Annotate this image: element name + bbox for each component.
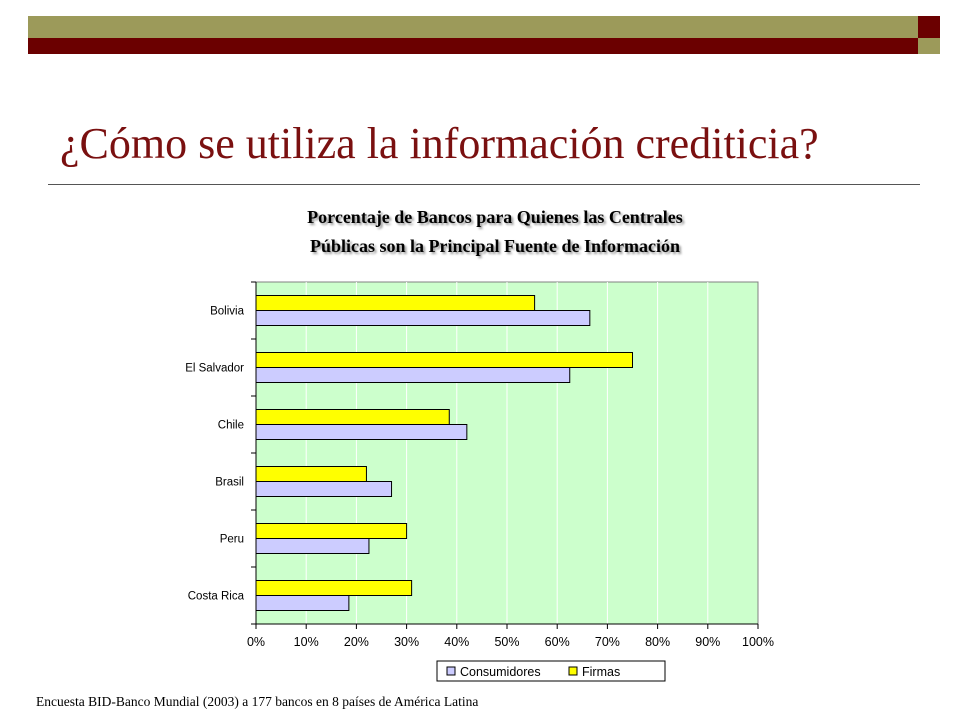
bar-firmas-chile: [255, 409, 450, 425]
category-label: Brasil: [215, 477, 244, 489]
bar-firmas-brasil: [255, 466, 367, 482]
x-tick-label: 60%: [545, 635, 570, 649]
x-tick-label: 50%: [494, 635, 519, 649]
x-tick-label: 0%: [247, 635, 265, 649]
slide-title: ¿Cómo se utiliza la información creditic…: [60, 119, 819, 168]
bar-consumidores-brasil: [255, 481, 393, 497]
bar-consumidores-peru: [255, 538, 370, 554]
title-divider: [48, 184, 920, 185]
bar-consumidores-bolivia: [255, 310, 591, 326]
bar-firmas-costa-rica: [255, 580, 413, 596]
x-tick-label: 30%: [394, 635, 419, 649]
corner-square-maroon: [918, 16, 940, 38]
bar-firmas-peru: [255, 523, 408, 539]
bar-firmas-bolivia: [255, 295, 536, 311]
x-tick-label: 100%: [742, 635, 774, 649]
x-tick-label: 40%: [444, 635, 469, 649]
legend-label-firmas: Firmas: [582, 665, 620, 679]
bar-consumidores-el-salvador: [255, 367, 571, 383]
x-tick-label: 90%: [695, 635, 720, 649]
legend-swatch-firmas: [568, 666, 578, 676]
x-tick-label: 20%: [344, 635, 369, 649]
x-tick-label: 80%: [645, 635, 670, 649]
x-tick-label: 70%: [595, 635, 620, 649]
legend-swatch-consumidores: [446, 666, 456, 676]
category-label: El Salvador: [185, 363, 244, 375]
bar-consumidores-costa-rica: [255, 595, 350, 611]
chart-title-line-1: Porcentaje de Bancos para Quienes las Ce…: [307, 207, 683, 227]
category-label: Peru: [220, 534, 244, 546]
category-label: Chile: [218, 420, 244, 432]
source-footnote: Encuesta BID-Banco Mundial (2003) a 177 …: [36, 694, 479, 709]
top-band-maroon: [28, 38, 918, 54]
legend-box: [436, 660, 666, 682]
bar-firmas-el-salvador: [255, 352, 633, 368]
top-band-olive: [28, 16, 918, 38]
category-label: Costa Rica: [188, 591, 245, 603]
corner-square-olive: [918, 38, 940, 54]
x-tick-label: 10%: [294, 635, 319, 649]
bar-consumidores-chile: [255, 424, 468, 440]
category-label: Bolivia: [210, 306, 244, 318]
legend-label-consumidores: Consumidores: [460, 665, 541, 679]
chart-title-line-2: Públicas son la Principal Fuente de Info…: [309, 236, 680, 256]
